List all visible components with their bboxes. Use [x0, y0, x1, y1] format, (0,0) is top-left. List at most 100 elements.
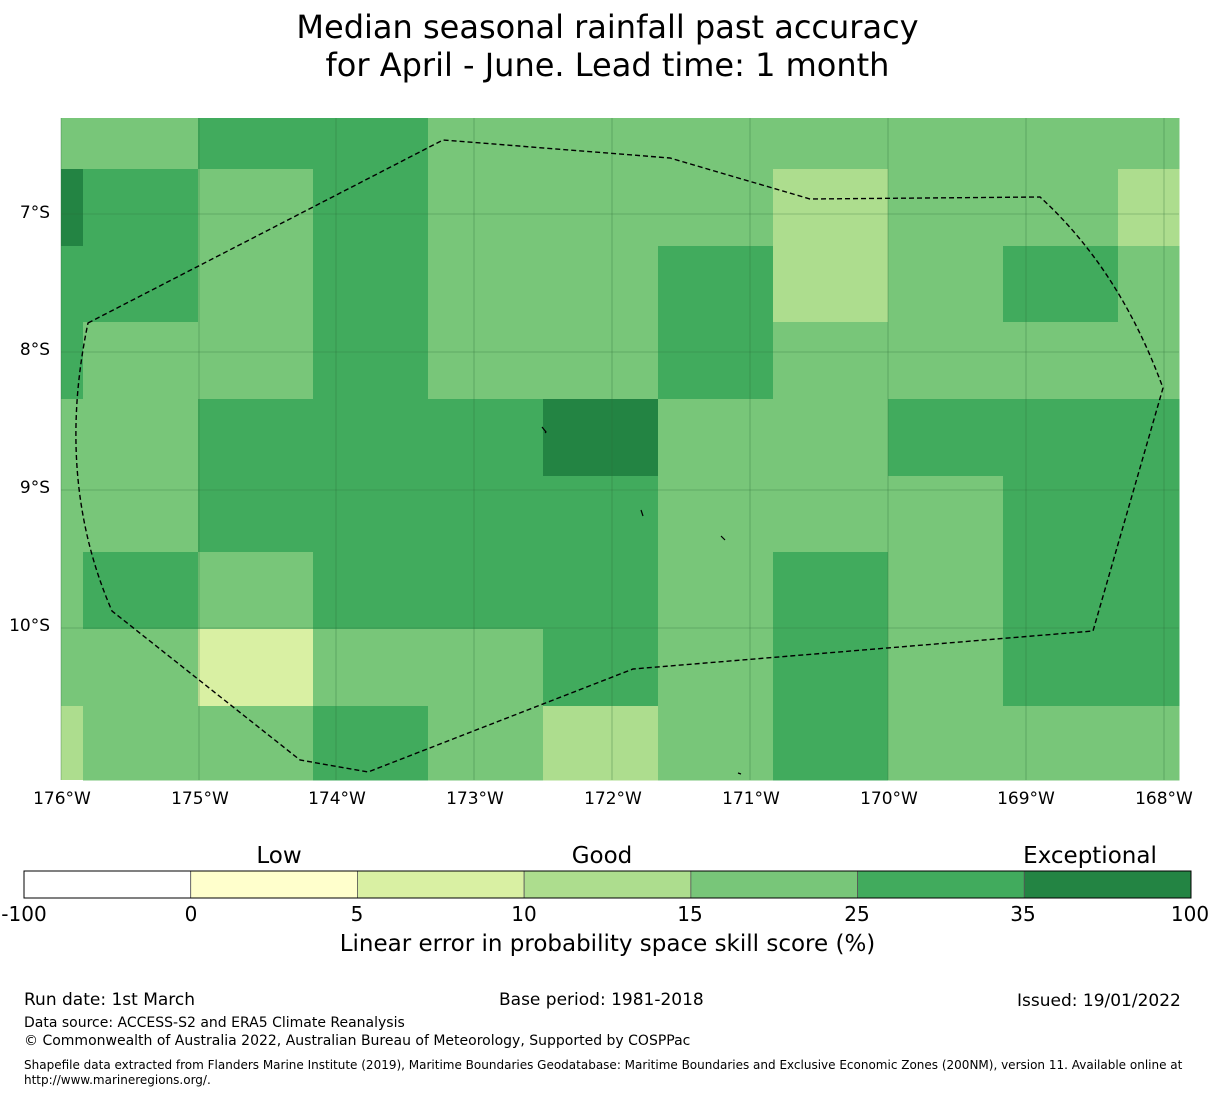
- colorbar-outline: [23, 870, 1192, 899]
- chart-title-line-2: for April - June. Lead time: 1 month: [325, 46, 890, 84]
- grid-cell: [83, 476, 199, 553]
- grid-cell: [888, 169, 1004, 247]
- colorbar-tick: 0: [184, 902, 198, 926]
- eez-boundary: [75, 139, 1164, 773]
- grid-cell: [83, 399, 199, 477]
- lon-label-173w: 173°W: [446, 789, 504, 809]
- lon-label-171w: 171°W: [722, 789, 780, 809]
- grid-cell: [1003, 706, 1119, 781]
- lon-label-172w: 172°W: [584, 789, 642, 809]
- category-exceptional: Exceptional: [1023, 843, 1157, 869]
- grid-cell: [198, 118, 314, 170]
- grid-cell: [1118, 246, 1180, 323]
- colorbar-segment: [1023, 870, 1192, 899]
- grid-cell: [543, 476, 659, 553]
- grid-cell: [313, 476, 429, 553]
- grid-cell: [773, 629, 889, 707]
- chart-title-line-1: Median seasonal rainfall past accuracy: [296, 8, 919, 46]
- shapefile-credit: Shapefile data extracted from Flanders M…: [24, 1058, 1183, 1072]
- grid-cell: [1118, 629, 1180, 707]
- grid-cell: [888, 629, 1004, 707]
- grid-cell: [61, 629, 83, 706]
- grid-cell: [888, 552, 1004, 630]
- grid-cell: [428, 706, 544, 781]
- grid-cell: [658, 706, 774, 781]
- grid-cell: [313, 322, 429, 400]
- grid-cell: [61, 399, 83, 476]
- grid-cell: [773, 322, 889, 400]
- colorbar-segment: [190, 870, 358, 899]
- grid-cell: [313, 629, 429, 707]
- grid-cell: [543, 399, 659, 477]
- grid-cell: [543, 629, 659, 707]
- grid-cell: [658, 476, 774, 553]
- grid-cell: [773, 476, 889, 553]
- grid-cell: [543, 552, 659, 630]
- lon-label-174w: 174°W: [308, 789, 366, 809]
- grid-cell: [61, 169, 83, 246]
- grid-cell: [1003, 118, 1119, 170]
- grid-cell: [428, 399, 544, 477]
- grid-cell: [1118, 118, 1180, 170]
- grid-cell: [61, 246, 83, 322]
- grid-cell: [1118, 169, 1180, 247]
- grid-cell: [313, 399, 429, 477]
- grid-cell: [658, 246, 774, 323]
- grid-cell: [83, 706, 199, 781]
- grid-cell: [1003, 169, 1119, 247]
- island-nukunonu: [640, 509, 644, 517]
- grid-cell: [313, 246, 429, 323]
- grid-cell: [658, 169, 774, 247]
- base-period: Base period: 1981-2018: [499, 990, 704, 1010]
- colorbar-tick: 10: [511, 902, 537, 926]
- grid-cell: [773, 246, 889, 323]
- grid-cell: [1118, 322, 1180, 400]
- colorbar-segment: [23, 870, 192, 899]
- grid-cell: [83, 552, 199, 630]
- grid-cell: [313, 169, 429, 247]
- grid-cell: [1118, 706, 1180, 781]
- lat-label-9s: 9°S: [19, 478, 50, 498]
- grid-cell: [198, 552, 314, 630]
- island-atafu: [720, 535, 726, 541]
- grid-cell: [1003, 399, 1119, 477]
- grid-cell: [428, 476, 544, 553]
- grid-cell: [198, 246, 314, 323]
- grid-cell: [1003, 629, 1119, 707]
- grid-cell: [198, 629, 314, 707]
- grid-cell: [773, 118, 889, 170]
- grid-cell: [83, 246, 199, 323]
- colorbar: [23, 870, 1192, 899]
- grid-cell: [543, 706, 659, 781]
- lon-label-170w: 170°W: [860, 789, 918, 809]
- graticule: [60, 118, 1179, 780]
- colorbar-segment: [857, 870, 1025, 899]
- grid-cell: [773, 706, 889, 781]
- grid-cell: [61, 706, 83, 780]
- lon-label-169w: 169°W: [997, 789, 1055, 809]
- grid-cell: [888, 399, 1004, 477]
- grid-cell: [428, 552, 544, 630]
- colorbar-tick: 5: [350, 902, 364, 926]
- grid-cell: [773, 169, 889, 247]
- colorbar-tick: 100: [1170, 902, 1210, 926]
- skill-grid: [61, 118, 1180, 781]
- colorbar-label: Linear error in probability space skill …: [339, 931, 876, 957]
- data-source: Data source: ACCESS-S2 and ERA5 Climate …: [24, 1015, 405, 1031]
- run-date: Run date: 1st March: [24, 990, 196, 1010]
- grid-cell: [198, 706, 314, 781]
- island-marks: [541, 426, 742, 775]
- colorbar-tick: 35: [1010, 902, 1036, 926]
- grid-cell: [83, 322, 199, 400]
- grid-cell: [198, 476, 314, 553]
- grid-cell: [1118, 552, 1180, 630]
- grid-cell: [198, 169, 314, 247]
- grid-cell: [543, 322, 659, 400]
- grid-cell: [543, 169, 659, 247]
- grid-cell: [658, 399, 774, 477]
- grid-cell: [61, 118, 83, 169]
- colorbar-tick: -100: [1, 902, 47, 926]
- grid-cell: [198, 399, 314, 477]
- grid-cell: [83, 118, 199, 170]
- grid-cell: [543, 246, 659, 323]
